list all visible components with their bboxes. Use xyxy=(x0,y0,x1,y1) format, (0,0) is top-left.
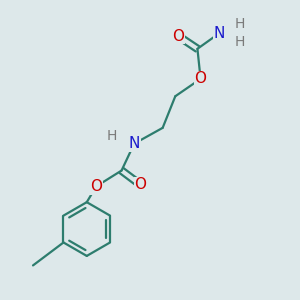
Text: H: H xyxy=(235,35,245,50)
Text: N: N xyxy=(214,26,225,40)
Text: O: O xyxy=(172,29,184,44)
Text: H: H xyxy=(235,16,245,31)
Text: H: H xyxy=(107,129,117,143)
Text: O: O xyxy=(134,177,146,192)
Text: O: O xyxy=(90,179,102,194)
Text: N: N xyxy=(128,136,140,151)
Text: O: O xyxy=(195,71,207,86)
